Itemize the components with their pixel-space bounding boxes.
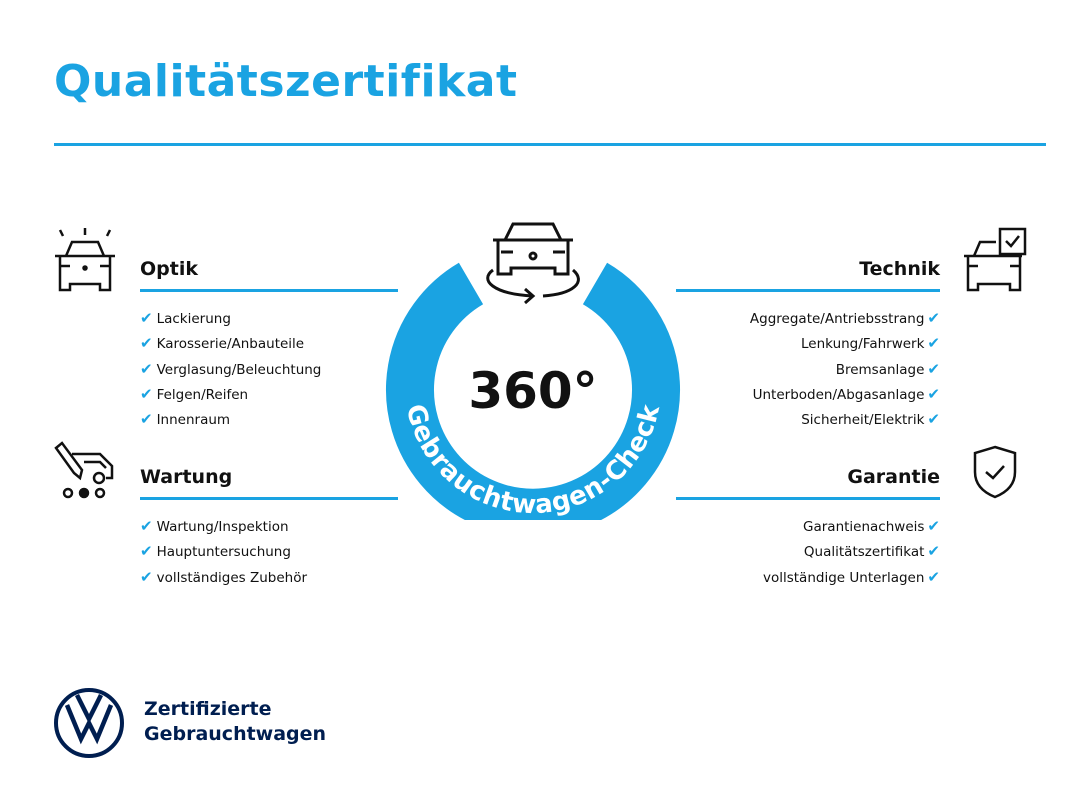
check-icon: ✔ <box>927 309 940 327</box>
car-lights-icon <box>55 228 115 292</box>
list-item: ✔ Hauptuntersuchung <box>140 542 291 561</box>
list-item: Aggregate/Antriebsstrang ✔ <box>749 309 940 327</box>
car-checkbox-icon <box>964 227 1027 292</box>
list-item: ✔ Innenraum <box>140 410 231 429</box>
check-icon: ✔ <box>140 359 153 378</box>
list-item: ✔ vollständiges Zubehör <box>140 567 308 586</box>
check-icon: ✔ <box>927 334 940 353</box>
shield-check-icon <box>973 445 1017 499</box>
check-icon: ✔ <box>927 517 940 535</box>
car-rotate-icon <box>486 222 580 305</box>
list-item: Bremsanlage ✔ <box>835 359 940 378</box>
check-icon: ✔ <box>140 542 153 561</box>
check-icon: ✔ <box>140 334 153 353</box>
section-wartung: Wartung ✔ Wartung/Inspektion ✔ Hauptunters… <box>140 464 398 590</box>
section-heading: Wartung <box>140 466 233 488</box>
section-garantie: Garantie Garantienachweis ✔ Qualitätszert… <box>676 464 940 590</box>
list-item: ✔ Lackierung <box>140 309 231 327</box>
section-divider <box>140 497 398 500</box>
list-item: Garantienachweis ✔ <box>803 517 940 535</box>
section-divider <box>676 497 940 500</box>
page-title: Qualitätszertifikat <box>54 56 518 107</box>
check-icon: ✔ <box>140 410 153 429</box>
car-service-icon <box>54 441 114 499</box>
check-360-badge: Gebrauchtwagen-Check 360° <box>386 222 680 520</box>
section-divider <box>676 289 940 292</box>
check-icon: ✔ <box>927 567 940 586</box>
check-icon: ✔ <box>140 517 153 535</box>
list-item: Qualitätszertifikat ✔ <box>803 542 940 561</box>
brand-text: Zertifizierte Gebrauchtwagen <box>144 697 326 747</box>
list-item: Lenkung/Fahrwerk ✔ <box>801 334 940 353</box>
list-item: Unterboden/Abgasanlage ✔ <box>752 384 940 403</box>
check-icon: ✔ <box>140 567 153 586</box>
check-icon: ✔ <box>927 384 940 403</box>
section-heading: Technik <box>859 258 940 280</box>
section-heading: Garantie <box>847 466 940 488</box>
list-item: Sicherheit/Elektrik ✔ <box>801 410 940 429</box>
list-item: ✔ Karosserie/Anbauteile <box>140 334 305 353</box>
section-optik: Optik ✔ Lackierung ✔ Karosserie/Anbauteile… <box>140 256 398 432</box>
check-icon: ✔ <box>927 542 940 561</box>
list-item: ✔ Wartung/Inspektion <box>140 517 289 535</box>
check-icon: ✔ <box>927 410 940 429</box>
section-divider <box>140 289 398 292</box>
check-icon: ✔ <box>140 309 153 327</box>
section-technik: Technik Aggregate/Antriebsstrang ✔ Lenkun… <box>676 256 940 432</box>
check-icon: ✔ <box>140 384 153 403</box>
vw-logo <box>54 688 124 758</box>
section-heading: Optik <box>140 258 198 280</box>
check-icon: ✔ <box>927 359 940 378</box>
ring-arc <box>386 262 680 520</box>
list-item: ✔ Verglasung/Beleuchtung <box>140 359 322 378</box>
brand-line-1: Zertifizierte <box>144 698 272 720</box>
list-item: vollständige Unterlagen ✔ <box>762 567 940 586</box>
degree-text: 360° <box>468 362 597 420</box>
list-item: ✔ Felgen/Reifen <box>140 384 249 403</box>
brand-line-2: Gebrauchtwagen <box>144 723 327 745</box>
title-divider <box>54 143 1046 146</box>
